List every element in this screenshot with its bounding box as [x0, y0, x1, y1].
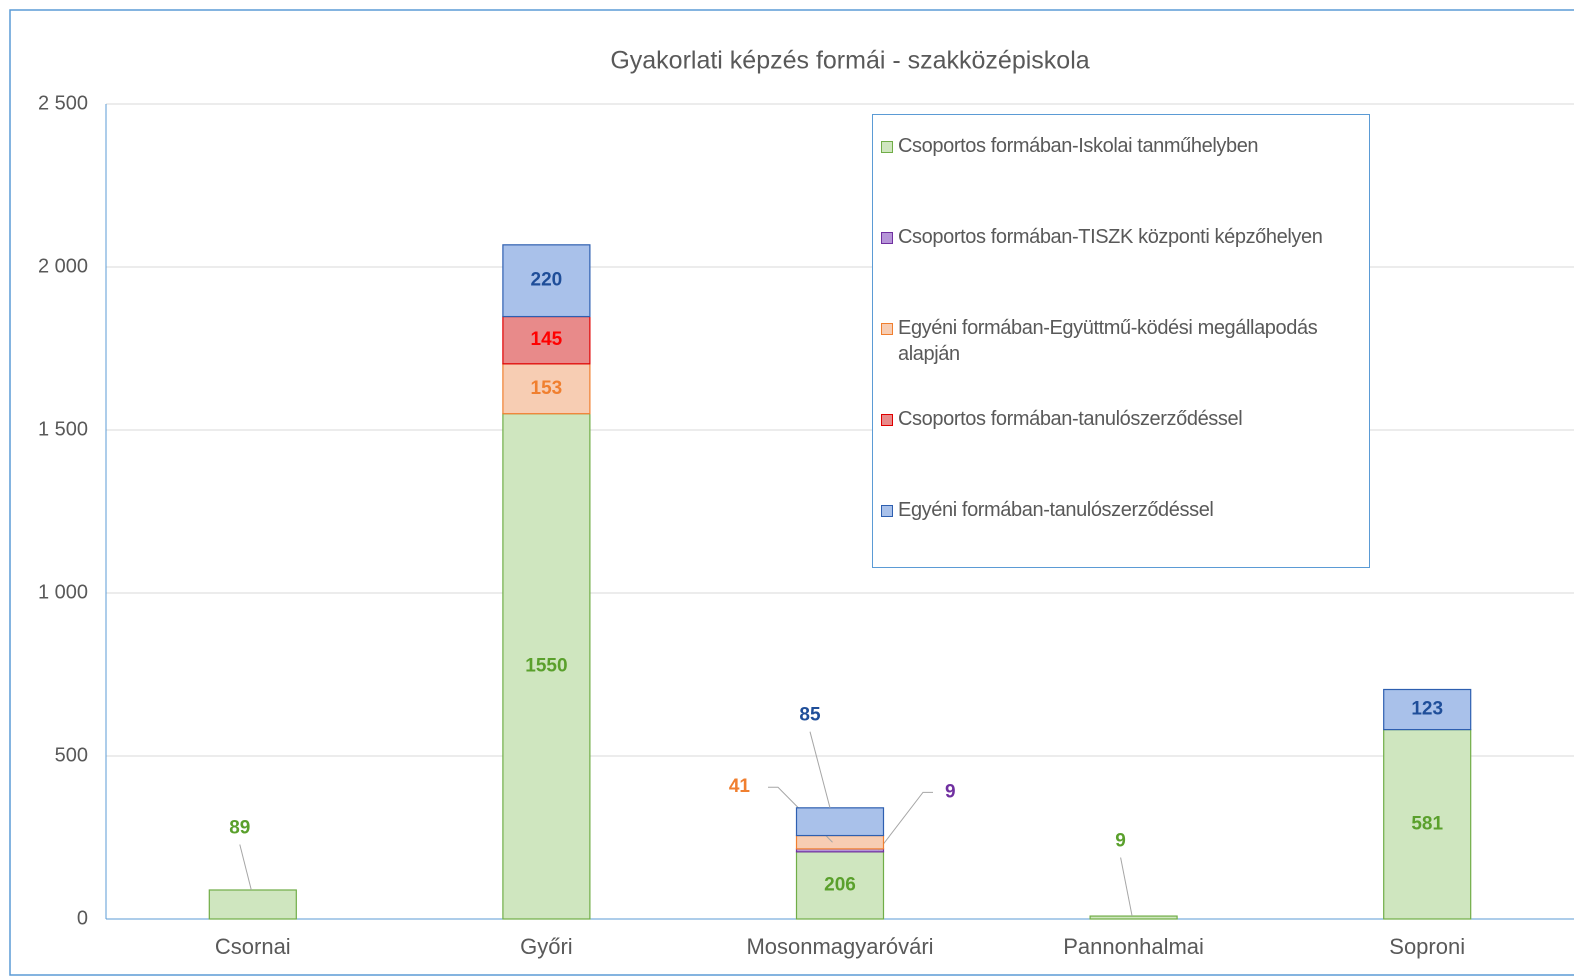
y-tick-label: 2 000 [38, 255, 88, 277]
bar-segment [1089, 915, 1178, 920]
x-tick-label: Pannonhalmai [1063, 934, 1204, 959]
x-tick-label: Mosonmagyaróvári [746, 934, 933, 959]
legend-item: Csoportos formában-Iskolai tanműhelyben [881, 133, 1365, 224]
data-label: 85 [799, 705, 821, 726]
legend-item: Egyéni formában-Együttmű-ködési megállap… [881, 315, 1365, 406]
legend: Csoportos formában-Iskolai tanműhelyben C… [872, 114, 1370, 568]
bar-segment [1383, 688, 1472, 731]
legend-label: Egyéni formában-Együttmű-ködési megállap… [898, 317, 1318, 365]
y-tick-label: 0 [77, 907, 88, 929]
legend-swatch [881, 414, 893, 426]
data-label: 220 [531, 270, 563, 291]
bar-segment [795, 834, 885, 850]
legend-item: Egyéni formában-tanulószerződéssel [881, 497, 1365, 588]
legend-swatch [881, 141, 893, 153]
bar-segment [795, 807, 885, 837]
x-tick-label: Csornai [215, 934, 291, 959]
x-tick-label: Győri [520, 934, 573, 959]
leader-line [878, 791, 933, 851]
legend-swatch [881, 505, 893, 517]
chart-title: Gyakorlati képzés formái - szakközépisko… [610, 47, 1089, 75]
bar-segment [502, 244, 591, 318]
data-label: 123 [1411, 699, 1443, 720]
y-tick-label: 1 500 [38, 418, 88, 440]
data-label: 145 [531, 329, 563, 350]
data-label: 9 [1115, 831, 1126, 852]
legend-label: Egyéni formában-tanulószerződéssel [898, 499, 1214, 521]
legend-label: Csoportos formában-tanulószerződéssel [898, 408, 1243, 430]
data-label: 581 [1411, 813, 1443, 834]
legend-swatch [881, 232, 893, 244]
data-label: 9 [945, 781, 956, 802]
y-tick-label: 2 500 [38, 92, 88, 114]
bar-segment [502, 315, 591, 365]
y-tick-label: 500 [55, 744, 88, 766]
legend-label: Csoportos formában-TISZK központi képzőh… [898, 226, 1323, 248]
legend-item: Csoportos formában-TISZK központi képzőh… [881, 224, 1365, 315]
chart-border [9, 9, 1574, 976]
data-label: 1550 [525, 655, 567, 676]
data-label: 153 [531, 378, 563, 399]
leader-line [239, 844, 252, 891]
legend-swatch [881, 323, 893, 335]
data-label: 89 [229, 818, 250, 839]
data-label: 41 [729, 776, 751, 797]
bar-segment [1383, 728, 1472, 920]
leader-line [809, 731, 831, 808]
bar-segment [795, 851, 885, 920]
bar-segment [208, 889, 297, 920]
legend-item: Csoportos formában-tanulószerződéssel [881, 406, 1365, 497]
bar-segment [502, 413, 591, 920]
y-tick-label: 1 000 [38, 581, 88, 603]
bar-segment [502, 363, 591, 415]
data-label: 206 [824, 874, 856, 895]
leader-line [1120, 857, 1133, 917]
legend-label: Csoportos formában-Iskolai tanműhelyben [898, 135, 1259, 157]
x-tick-label: Soproni [1389, 934, 1465, 959]
